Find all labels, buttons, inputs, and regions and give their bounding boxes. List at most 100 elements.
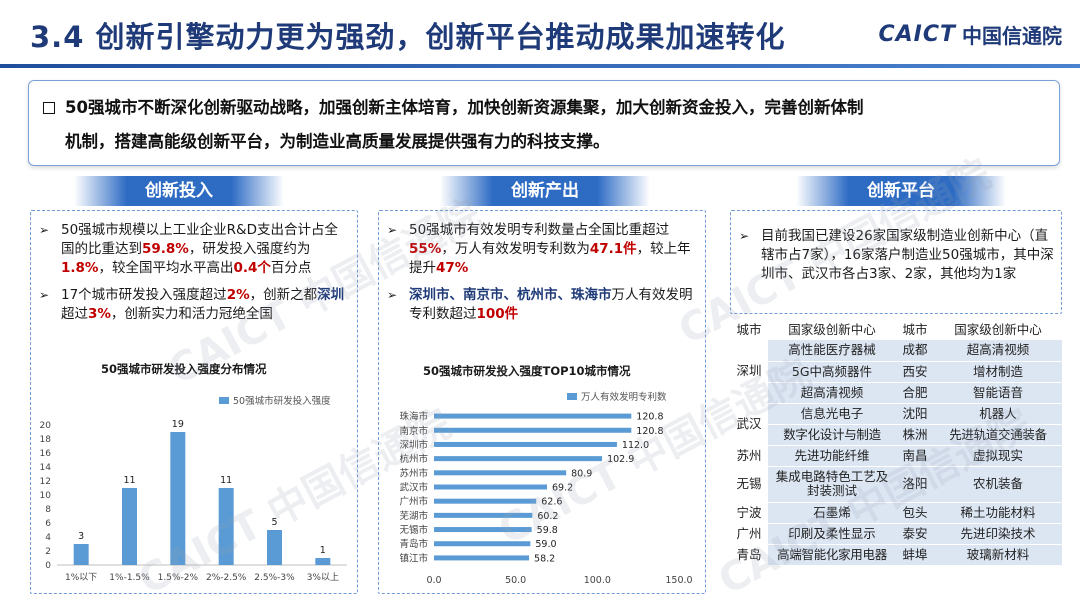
table-cell-center: 玻璃新材料 xyxy=(934,544,1062,566)
table-cell-city: 泰安 xyxy=(896,523,934,545)
top10-chart-title: 50强城市研发投入强度TOP10城市情况 xyxy=(423,364,631,378)
bar xyxy=(73,544,89,565)
table-cell-city: 武汉 xyxy=(730,403,768,446)
x-tick-label: 0.0 xyxy=(426,575,441,586)
bar-value-label: 60.2 xyxy=(537,511,558,522)
bar xyxy=(434,527,532,533)
logo-text-en: CAICT xyxy=(878,22,956,47)
table-header-city-2: 城市 xyxy=(896,316,934,340)
y-tick-label: 2 xyxy=(45,547,51,557)
bar-value-label: 19 xyxy=(172,419,184,430)
arrow-bullet-icon: ➢ xyxy=(739,229,750,243)
bar xyxy=(434,555,530,561)
table-cell-city: 青岛 xyxy=(730,544,768,566)
table-cell-center: 虚拟现实 xyxy=(934,445,1062,467)
caict-logo: CAICT 中国信通院 xyxy=(878,20,1062,49)
bar-value-label: 112.0 xyxy=(622,440,649,451)
table-row: 无锡 集成电路特色工艺及封装测试 洛阳 农机装备 xyxy=(730,466,1062,503)
y-tick-label: 16 xyxy=(40,449,52,459)
section-heading-output: 创新产出 xyxy=(440,176,650,206)
investment-bullets: ➢ 50强城市规模以上工业企业R&D支出合计占全国的比重达到59.8%，研发投入强… xyxy=(37,221,349,324)
legend-swatch xyxy=(219,396,229,404)
table-cell-center: 数字化设计与制造 xyxy=(768,424,896,446)
table-row: 深圳 高性能医疗器械 成都 超高清视频 xyxy=(730,340,1062,404)
arrow-bullet-icon: ➢ xyxy=(39,288,50,302)
x-tick-label: 2%-2.5% xyxy=(206,573,247,583)
x-tick-label: 1%以下 xyxy=(65,573,97,583)
y-category-label: 深圳市 xyxy=(399,439,428,451)
output-bullet-1: ➢ 50强城市有效发明专利数量占全国比重超过55%，万人有效发明专利数为47.1件… xyxy=(387,222,691,276)
output-bullet-2: ➢ 深圳市、南京市、杭州市、珠海市万人有效发明专利数超过100件 xyxy=(387,287,693,322)
logo-text-cn: 中国信通院 xyxy=(962,24,1062,48)
bar xyxy=(122,488,137,565)
arrow-bullet-icon: ➢ xyxy=(387,223,398,237)
table-cell-city: 合肥 xyxy=(896,382,934,404)
table-cell-center: 稀土功能材料 xyxy=(934,502,1062,524)
x-tick-label: 1.5%-2% xyxy=(158,573,199,583)
table-header-center-1: 国家级创新中心 xyxy=(768,316,896,340)
table-cell-city: 株洲 xyxy=(896,424,934,446)
table-cell-city: 无锡 xyxy=(730,466,768,503)
bar-value-label: 102.9 xyxy=(607,454,634,465)
bar xyxy=(434,413,632,419)
table-cell-center: 超高清视频 xyxy=(934,340,1062,362)
bar xyxy=(434,498,537,504)
bar-value-label: 11 xyxy=(220,475,232,486)
table-cell-center: 先进功能纤维 xyxy=(768,445,896,467)
bar xyxy=(434,512,533,518)
intro-line-2: 机制，搭建高能级创新平台，为制造业高质量发展提供强有力的科技支撑。 xyxy=(65,132,610,151)
bar xyxy=(434,456,603,462)
dist-chart-title: 50强城市研发投入强度分布情况 xyxy=(101,362,267,376)
output-panel: ➢ 50强城市有效发明专利数量占全国比重超过55%，万人有效发明专利数为47.1件… xyxy=(378,210,706,594)
y-tick-label: 8 xyxy=(45,505,51,515)
bar-value-label: 3 xyxy=(78,531,84,542)
arrow-bullet-icon: ➢ xyxy=(387,288,398,302)
table-cell-center: 5G中高频器件 xyxy=(768,361,896,383)
title-divider xyxy=(0,64,1080,68)
x-tick-label: 50.0 xyxy=(505,575,526,586)
table-cell-center: 增材制造 xyxy=(934,361,1062,383)
table-row: 5G中高频器件 西安 增材制造 xyxy=(730,361,1062,383)
y-category-label: 武汉市 xyxy=(399,482,428,494)
top10-bar-chart: 珠海市 120.8 南京市 120.8 深圳市 112.0 杭州市 102.9 苏州市 80.9 武… xyxy=(399,411,692,586)
table-row: 青岛 高端智能化家用电器 蚌埠 玻璃新材料 xyxy=(730,544,1062,566)
innovation-center-table: 城市 国家级创新中心 城市 国家级创新中心 深圳 高性能医疗器械 成都 超高清视… xyxy=(730,316,1062,566)
legend-swatch xyxy=(567,392,577,400)
table-row: 武汉 信息光电子 沈阳 机器人 xyxy=(730,403,1062,446)
x-tick-label: 150.0 xyxy=(665,575,692,586)
platform-bullets: ➢ 目前我国已建设26家国家级制造业创新中心（直辖市占7家），16家落户制造业50… xyxy=(737,227,1055,284)
bar-value-label: 59.0 xyxy=(535,539,556,550)
square-bullet-icon xyxy=(43,102,55,114)
table-cell-city: 宁波 xyxy=(730,502,768,524)
x-tick-label: 100.0 xyxy=(584,575,611,586)
bar xyxy=(434,484,548,490)
y-category-label: 南京市 xyxy=(399,425,428,437)
table-cell-city: 深圳 xyxy=(730,340,768,404)
table-cell-center: 集成电路特色工艺及封装测试 xyxy=(768,466,896,503)
table-cell-center: 智能语音 xyxy=(934,382,1062,404)
table-cell-city: 苏州 xyxy=(730,445,768,467)
table-cell-city: 西安 xyxy=(896,361,934,383)
intro-line-1: 50强城市不断深化创新驱动战略，加强创新主体培育，加快创新资源集聚，加大创新资金… xyxy=(65,98,864,117)
top10-chart-legend: 万人有效发明专利数 xyxy=(567,389,667,403)
output-bullets: ➢ 50强城市有效发明专利数量占全国比重超过55%，万人有效发明专利数为47.1件… xyxy=(385,221,697,324)
bar xyxy=(434,427,632,433)
table-cell-center: 先进印染技术 xyxy=(934,523,1062,545)
y-category-label: 广州市 xyxy=(399,496,428,508)
table-row: 广州 印刷及柔性显示 泰安 先进印染技术 xyxy=(730,523,1062,545)
bar-value-label: 5 xyxy=(271,517,277,528)
bar-value-label: 120.8 xyxy=(636,412,663,423)
y-category-label: 镇江市 xyxy=(399,552,428,564)
bar xyxy=(434,441,617,447)
title-bar: 3.4 创新引擎动力更为强劲，创新平台推动成果加速转化 CAICT 中国信通院 xyxy=(0,0,1080,68)
table-cell-center: 高性能医疗器械 xyxy=(768,340,896,362)
bar-value-label: 1 xyxy=(320,545,326,556)
table-cell-city: 洛阳 xyxy=(896,466,934,503)
section-heading-investment: 创新投入 xyxy=(74,176,284,206)
y-category-label: 珠海市 xyxy=(399,411,428,423)
y-category-label: 芜湖市 xyxy=(399,510,428,522)
table-cell-center: 高端智能化家用电器 xyxy=(768,544,896,566)
bar xyxy=(434,470,567,476)
bar-value-label: 69.2 xyxy=(552,483,573,494)
table-cell-city: 广州 xyxy=(730,523,768,545)
